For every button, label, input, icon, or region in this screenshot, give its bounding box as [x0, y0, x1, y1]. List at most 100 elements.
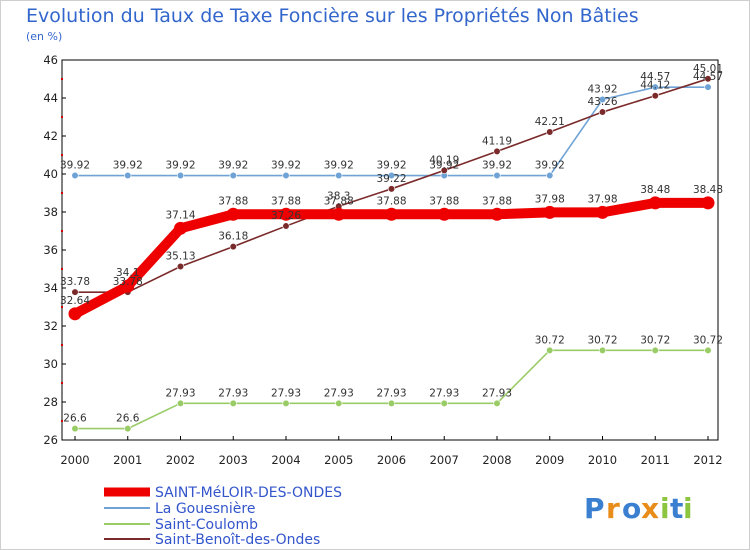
data-label: 37.88 — [482, 195, 512, 207]
data-label: 27.93 — [429, 387, 459, 399]
data-point — [596, 205, 609, 219]
data-label: 43.26 — [587, 96, 617, 108]
legend-label-2: Saint-Coulomb — [155, 517, 258, 533]
data-point — [279, 207, 293, 221]
data-label: 37.98 — [535, 193, 565, 205]
data-label: 26.6 — [63, 413, 87, 425]
y-tick-label: 30 — [43, 357, 58, 371]
data-point — [598, 108, 607, 116]
data-label: 30.72 — [587, 334, 617, 346]
data-point — [332, 207, 346, 221]
data-label: 27.93 — [482, 387, 512, 399]
y-tick-label: 26 — [43, 433, 58, 447]
data-point — [229, 171, 237, 180]
data-label: 37.88 — [376, 195, 406, 207]
data-point — [387, 399, 396, 407]
x-tick-label: 2001 — [113, 453, 142, 467]
data-point — [648, 196, 662, 210]
data-label: 37.88 — [429, 195, 459, 207]
data-point — [440, 399, 448, 407]
logo-letter: P — [584, 492, 605, 525]
data-point — [226, 207, 240, 221]
data-label: 37.98 — [587, 193, 617, 205]
y-tick-label: 42 — [43, 129, 58, 143]
data-point — [493, 171, 501, 180]
data-label: 44.57 — [640, 71, 670, 83]
data-label: 37.88 — [218, 195, 248, 207]
x-tick-label: 2000 — [60, 453, 89, 467]
data-label: 40.19 — [429, 154, 459, 166]
data-label: 27.93 — [376, 387, 406, 399]
data-point — [229, 242, 237, 251]
data-point — [651, 83, 659, 91]
data-point — [71, 425, 79, 433]
data-point — [282, 222, 290, 230]
data-label: 41.19 — [482, 135, 512, 147]
data-point — [546, 171, 554, 180]
y-tick-label: 34 — [43, 281, 58, 295]
logo-letter: r — [606, 492, 620, 525]
data-label: 39.22 — [376, 173, 406, 185]
data-label: 39.92 — [60, 160, 90, 172]
x-tick-label: 2007 — [430, 453, 459, 467]
logo-letter: x — [641, 492, 659, 525]
x-tick-label: 2008 — [482, 453, 511, 467]
data-label: 27.93 — [165, 387, 195, 399]
x-tick-label: 2004 — [271, 453, 300, 467]
data-label: 37.26 — [271, 210, 301, 222]
data-label: 39.92 — [218, 160, 248, 172]
data-point — [335, 399, 343, 407]
data-point — [124, 425, 132, 433]
data-point — [493, 147, 501, 155]
data-label: 35.13 — [165, 251, 195, 263]
data-label: 37.14 — [165, 209, 195, 221]
data-point — [335, 171, 343, 180]
data-label: 39.92 — [429, 160, 459, 172]
data-label: 37.88 — [324, 195, 354, 207]
data-point — [704, 346, 712, 354]
data-point — [176, 171, 185, 180]
data-point — [387, 185, 396, 193]
data-label: 30.72 — [640, 334, 670, 346]
data-point — [282, 171, 290, 180]
data-point — [71, 288, 79, 296]
data-point — [440, 166, 448, 174]
chart-title: Evolution du Taux de Taxe Foncière sur l… — [26, 5, 639, 27]
data-label: 33.78 — [113, 276, 143, 288]
y-tick-label: 28 — [43, 395, 58, 409]
data-point — [68, 307, 82, 321]
x-tick-label: 2009 — [535, 453, 564, 467]
axes: 26 28 30 32 34 36 38 40 42 44 46 2000 2001 2002 2003 20… — [43, 53, 722, 467]
data-point — [229, 399, 237, 407]
data-point — [546, 128, 554, 136]
x-tick-label: 2010 — [588, 453, 617, 467]
data-point — [385, 207, 398, 221]
data-point — [651, 346, 659, 354]
data-label: 39.92 — [482, 160, 512, 172]
data-point — [437, 207, 451, 221]
y-tick-label: 44 — [43, 91, 58, 105]
data-label: 44.57 — [693, 71, 723, 83]
data-label: 34.1 — [116, 267, 139, 279]
y-tick-label: 40 — [43, 167, 58, 181]
x-tick-label: 2002 — [166, 453, 195, 467]
logo-letter: i — [660, 492, 670, 525]
data-label: 43.92 — [587, 84, 617, 96]
unit-label: (en %) — [26, 30, 62, 43]
data-point — [704, 83, 712, 91]
data-point — [176, 399, 185, 407]
x-tick-label: 2012 — [693, 453, 722, 467]
legend-label-3: Saint-Benoît-des-Ondes — [155, 532, 320, 548]
data-label: 36.18 — [218, 231, 248, 243]
data-label: 33.78 — [60, 276, 90, 288]
data-label: 45.01 — [693, 63, 723, 75]
data-point — [282, 399, 290, 407]
data-point — [71, 171, 79, 180]
data-label: 38.48 — [693, 184, 723, 196]
y-tick-label: 32 — [43, 319, 58, 333]
data-point — [121, 279, 135, 293]
y-tick-label: 38 — [43, 205, 58, 219]
data-label: 39.92 — [535, 160, 565, 172]
data-point — [493, 399, 501, 407]
